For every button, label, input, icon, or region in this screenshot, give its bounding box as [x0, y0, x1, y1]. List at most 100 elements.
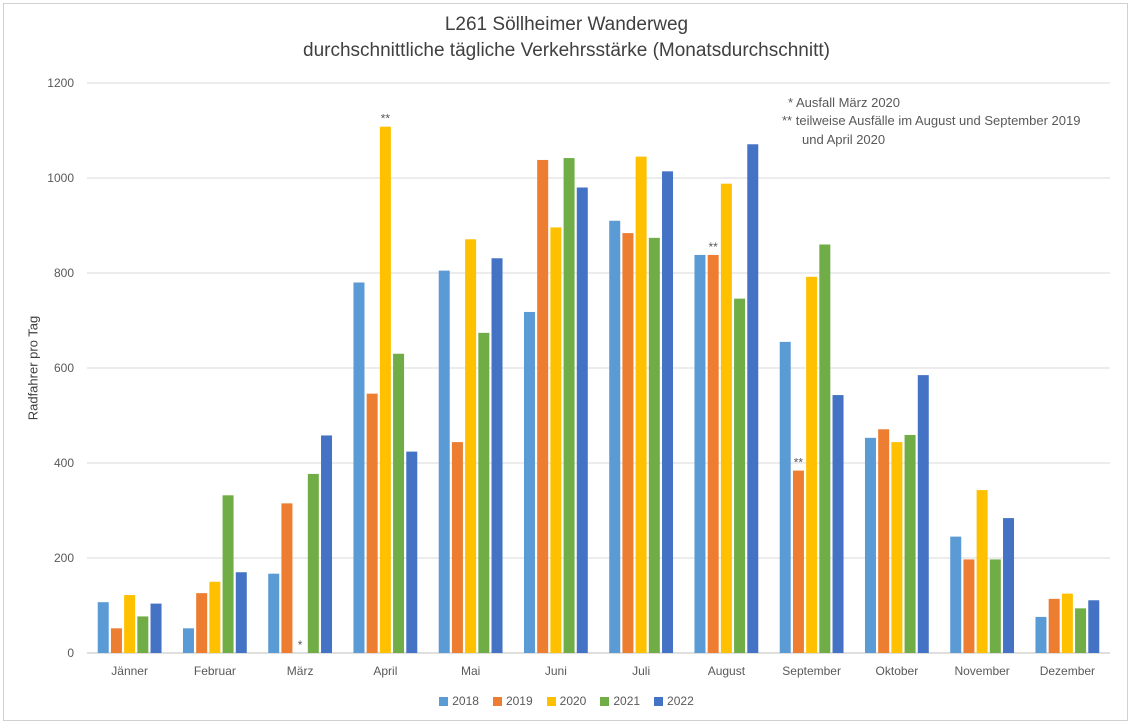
legend-label: 2022 — [667, 694, 694, 708]
bar — [864, 437, 876, 653]
legend: 2018 2019 2020 2021 2022 — [0, 694, 1133, 708]
bar — [648, 237, 660, 653]
bar — [124, 595, 136, 653]
bar — [1088, 600, 1100, 653]
y-tick-label: 800 — [54, 266, 74, 280]
legend-item-2022: 2022 — [654, 694, 694, 708]
bar — [963, 559, 975, 653]
x-tick-label: April — [373, 664, 397, 678]
bar — [465, 239, 477, 653]
y-tick-label: 0 — [67, 646, 74, 660]
bar — [478, 332, 490, 653]
bar — [1003, 518, 1015, 653]
bar — [366, 393, 378, 653]
x-tick-label: Dezember — [1040, 664, 1095, 678]
bar — [353, 282, 365, 653]
bar — [950, 536, 962, 653]
x-tick-label: August — [708, 664, 746, 678]
y-tick-label: 400 — [54, 456, 74, 470]
legend-item-2018: 2018 — [439, 694, 479, 708]
y-tick-label: 1200 — [47, 76, 74, 90]
x-tick-label: Juli — [632, 664, 650, 678]
x-tick-label: Mai — [461, 664, 480, 678]
bar — [720, 183, 732, 653]
legend-item-2020: 2020 — [546, 694, 586, 708]
bar — [321, 435, 333, 653]
x-tick-label: Oktober — [876, 664, 919, 678]
legend-item-2021: 2021 — [600, 694, 640, 708]
annotation-marker: ** — [794, 456, 804, 470]
bar — [635, 156, 647, 653]
y-tick-label: 600 — [54, 361, 74, 375]
bar — [451, 442, 463, 653]
bar — [891, 442, 903, 653]
bar — [268, 573, 280, 653]
bar — [779, 341, 791, 653]
bar — [110, 628, 122, 653]
bar — [523, 311, 535, 653]
bar — [904, 434, 916, 653]
bar — [393, 353, 405, 653]
bar — [406, 451, 418, 653]
x-tick-label: September — [782, 664, 841, 678]
bar — [878, 429, 890, 653]
legend-swatch — [492, 696, 502, 706]
chart-subtitle: durchschnittliche tägliche Verkehrsstärk… — [303, 40, 830, 61]
bar — [609, 220, 621, 653]
bar — [137, 616, 149, 653]
bar — [150, 603, 162, 653]
bar — [662, 171, 674, 653]
bar — [917, 375, 929, 653]
bar — [1061, 593, 1073, 653]
bar — [832, 395, 844, 653]
bar — [989, 559, 1001, 653]
legend-item-2019: 2019 — [492, 694, 533, 708]
legend-swatch — [600, 696, 610, 706]
legend-swatch — [654, 696, 664, 706]
bar — [182, 628, 194, 653]
annotation-marker: * — [298, 638, 303, 652]
bar — [806, 276, 818, 653]
note-line-1: * Ausfall März 2020 — [788, 95, 901, 110]
legend-label: 2019 — [505, 694, 533, 708]
bar — [707, 254, 719, 653]
bar — [491, 258, 503, 653]
bar — [438, 270, 450, 653]
bar — [563, 158, 575, 654]
bar — [1075, 608, 1087, 653]
bar — [747, 144, 759, 653]
chart-title: L261 Söllheimer Wanderweg — [444, 14, 689, 35]
bar — [622, 233, 634, 653]
legend-label: 2021 — [613, 694, 641, 708]
bar — [976, 490, 988, 653]
bar — [307, 473, 319, 653]
bar — [734, 298, 746, 653]
note-line-2: ** teilweise Ausfälle im August und Sept… — [782, 113, 1081, 128]
bar — [222, 495, 234, 653]
legend-label: 2018 — [452, 694, 479, 708]
bar — [576, 187, 588, 653]
chart-frame — [3, 3, 1128, 721]
x-tick-label: März — [287, 664, 314, 678]
x-tick-label: Februar — [194, 664, 236, 678]
bar — [1048, 598, 1060, 653]
bar — [196, 593, 208, 653]
bar — [97, 602, 109, 653]
note-line-3: und April 2020 — [802, 132, 886, 147]
bar — [281, 503, 293, 653]
bar — [550, 227, 562, 653]
bar — [792, 470, 804, 653]
legend-swatch — [439, 696, 449, 706]
annotation-marker: ** — [381, 112, 391, 126]
x-tick-label: Juni — [545, 664, 567, 678]
bar — [379, 126, 391, 653]
bar — [537, 159, 549, 653]
x-tick-label: Jänner — [111, 664, 148, 678]
x-tick-label: November — [954, 664, 1009, 678]
legend-swatch — [546, 696, 556, 706]
y-tick-label: 200 — [54, 551, 74, 565]
bar — [209, 581, 221, 653]
bar — [1035, 616, 1047, 653]
bar — [819, 244, 831, 653]
